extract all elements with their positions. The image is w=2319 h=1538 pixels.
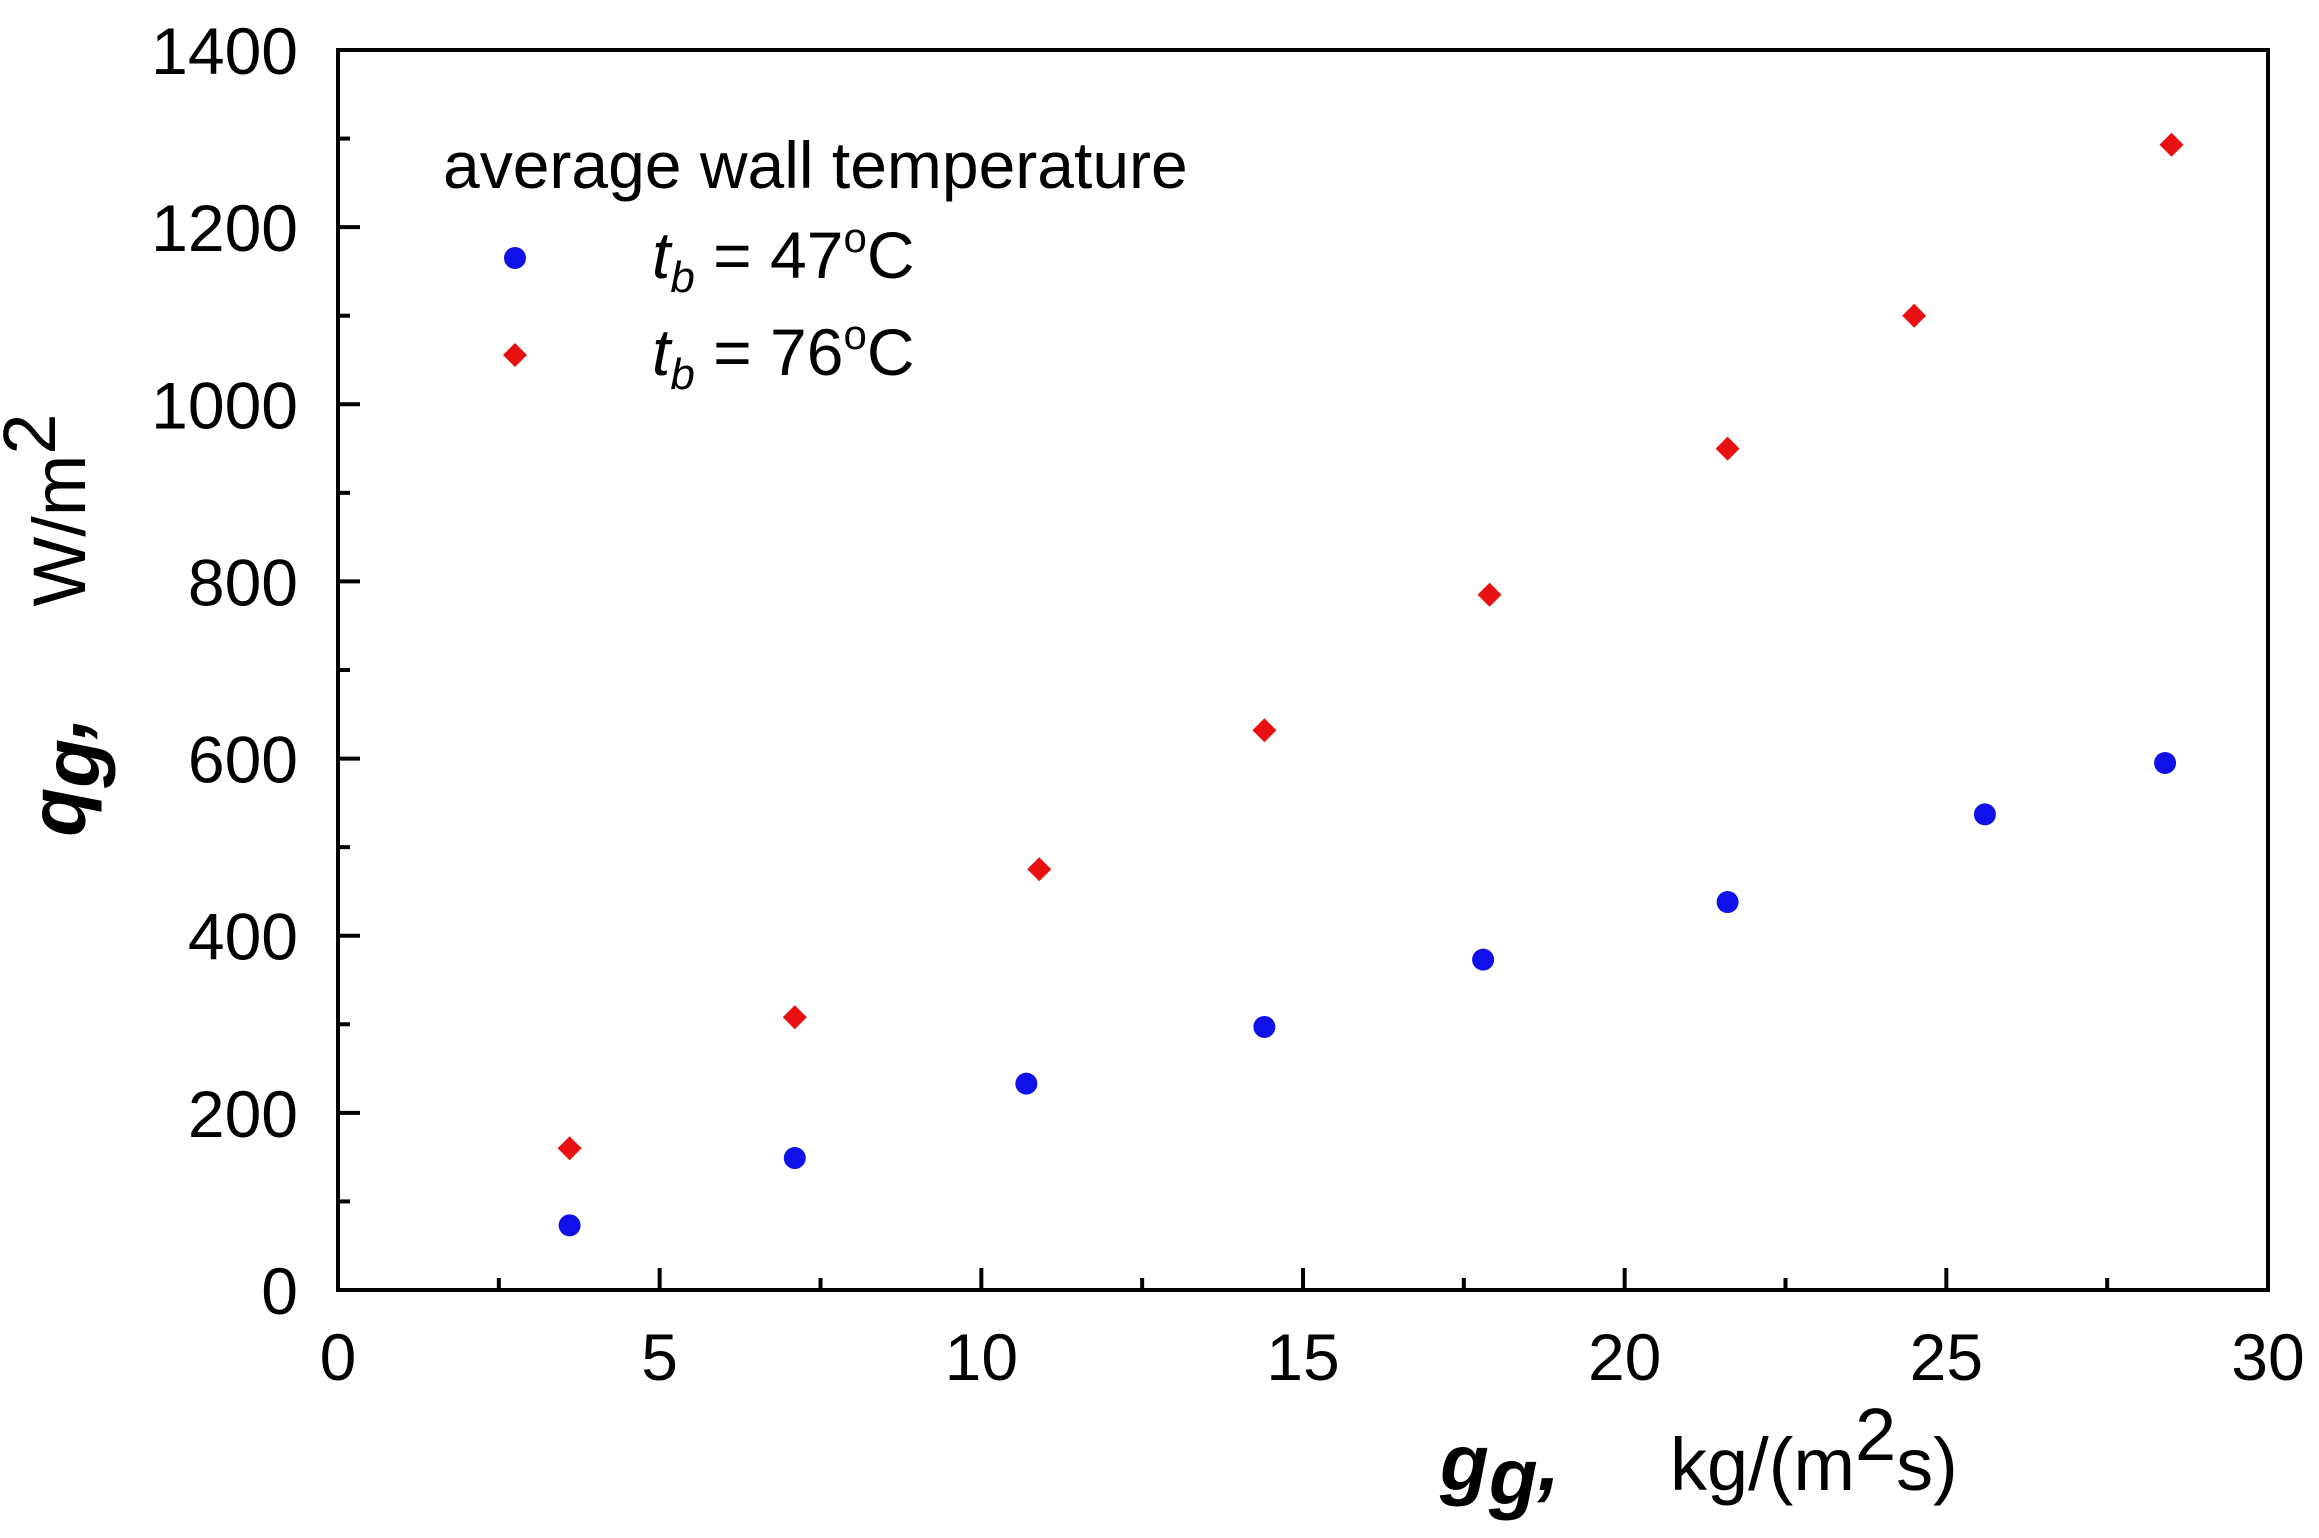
legend-marker-series-1 (504, 247, 526, 269)
legend-marker-diamond (503, 343, 527, 367)
x-axis-unit-end: s) (1896, 1423, 1958, 1506)
data-point (1715, 436, 1740, 461)
x-axis-label: gg, kg/(m2s) (1439, 1393, 1958, 1521)
y-tick-label: 400 (188, 900, 298, 974)
data-point (1027, 857, 1052, 882)
data-point (1253, 1015, 1276, 1038)
legend-label-series-2-sub: b (670, 350, 694, 399)
data-point (558, 1214, 581, 1237)
x-tick-label: 15 (1266, 1320, 1339, 1394)
y-tick-label: 0 (261, 1254, 298, 1328)
x-tick-label: 30 (2231, 1320, 2304, 1394)
y-tick-label: 800 (188, 545, 298, 619)
data-point (1973, 803, 1996, 826)
data-point (2154, 752, 2177, 774)
legend-label-series-1-sub: b (670, 253, 694, 302)
data-point (557, 1136, 582, 1161)
x-tick-label: 25 (1910, 1320, 1983, 1394)
x-tick-label: 10 (945, 1320, 1018, 1394)
y-axis-unit: W/m (18, 455, 101, 607)
data-point (1716, 891, 1739, 914)
data-point (2159, 132, 2184, 157)
x-tick-label: 20 (1588, 1320, 1661, 1394)
data-point (1252, 718, 1277, 743)
legend: average wall temperature tb = 47oC tb = … (443, 128, 1188, 399)
x-axis-separator: , (1537, 1418, 1560, 1507)
legend-marker-circle (504, 247, 526, 269)
data-points (557, 132, 2184, 1237)
y-axis-label: qg, W/m2 (0, 413, 116, 836)
x-tick-label: 0 (320, 1320, 357, 1394)
legend-label-series-2-sup: o (843, 311, 866, 358)
data-point (1477, 582, 1502, 607)
data-point (783, 1147, 806, 1170)
data-point (782, 1005, 807, 1030)
legend-label-series-2-value: = 76 (695, 315, 844, 389)
y-tick-label: 1400 (151, 14, 298, 88)
ticks: 0 5 10 15 20 25 30 0 200 400 600 800 1000 1200 1400 (151, 14, 2305, 1394)
data-point (1472, 948, 1495, 971)
legend-label-series-1-symbol: t (652, 218, 673, 292)
y-tick-label: 200 (188, 1077, 298, 1151)
legend-label-series-2-symbol: t (652, 315, 673, 389)
legend-marker-series-2 (503, 343, 527, 367)
y-axis-symbol: q (13, 788, 102, 837)
x-tick-label: 5 (641, 1320, 678, 1394)
plot-frame (336, 48, 2270, 1292)
x-axis-subscript: g (1488, 1432, 1538, 1521)
y-tick-label: 600 (188, 723, 298, 797)
x-axis-unit-sup: 2 (1855, 1393, 1896, 1476)
legend-label-series-1-value: = 47 (695, 218, 844, 292)
y-axis-separator: , (13, 717, 102, 740)
legend-label-series-1-sup: o (843, 214, 866, 261)
x-axis-symbol: g (1439, 1418, 1489, 1507)
legend-label-series-2-end: C (867, 315, 915, 389)
data-point (1015, 1072, 1038, 1095)
y-tick-label: 1200 (151, 191, 298, 265)
legend-label-series-2: tb = 76oC (652, 311, 915, 399)
y-tick-label: 1000 (151, 368, 298, 442)
y-axis-subscript: g (27, 739, 116, 789)
legend-label-series-1-end: C (867, 218, 915, 292)
legend-label-series-1: tb = 47oC (652, 214, 915, 302)
data-point (1902, 303, 1927, 328)
series-2 (557, 132, 2184, 1161)
y-axis-unit-sup: 2 (0, 413, 71, 454)
x-axis-unit: kg/(m (1670, 1423, 1855, 1506)
series-1 (558, 752, 2177, 1237)
axes (336, 48, 2270, 1292)
legend-title: average wall temperature (443, 128, 1188, 202)
